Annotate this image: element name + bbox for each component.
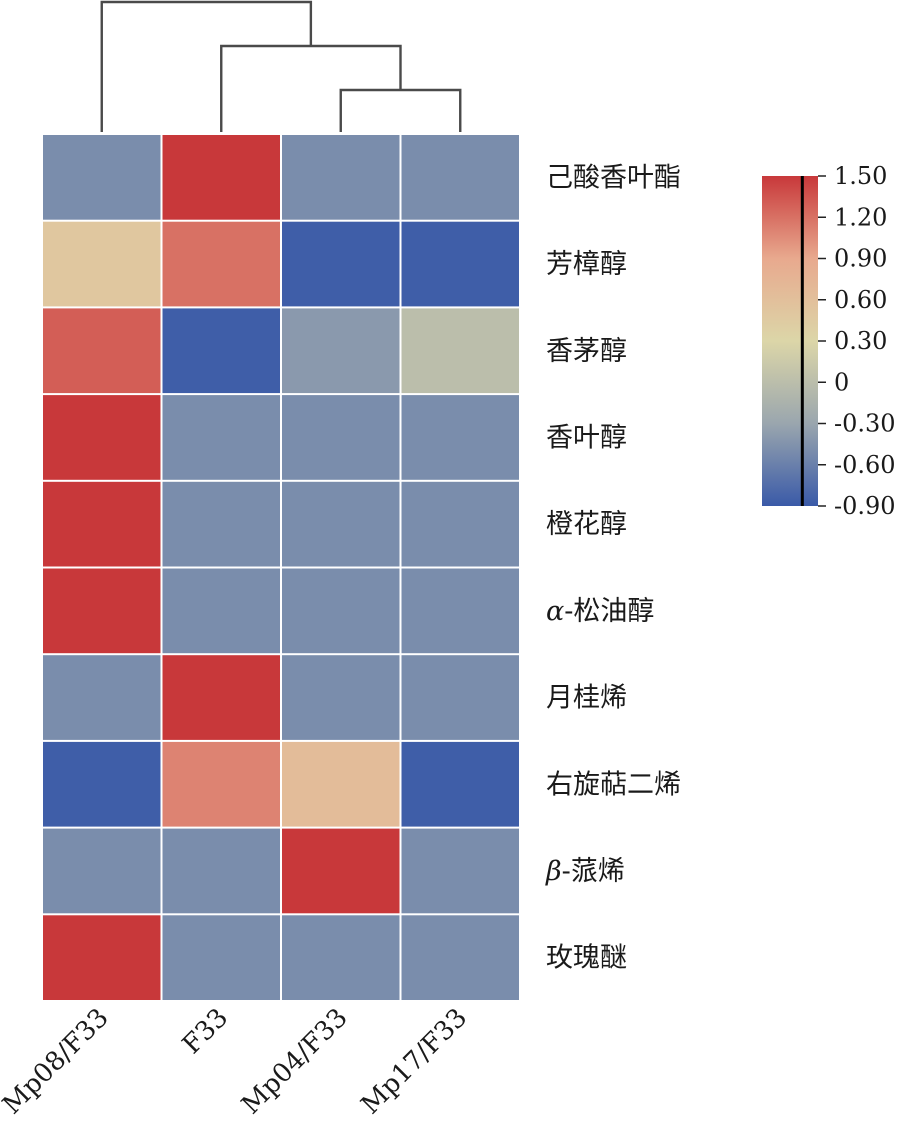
row-label: β-蒎烯 <box>545 856 625 887</box>
colorbar-tick-label: -0.90 <box>834 492 896 520</box>
heatmap-cell <box>162 481 280 567</box>
heatmap-cell <box>282 568 400 654</box>
column-labels: Mp08/F33 F33 Mp04/F33 Mp17/F33 <box>0 1003 473 1121</box>
colorbar-tick-label: 0.60 <box>834 286 887 314</box>
row-label-prefix: α <box>546 596 564 627</box>
heatmap-cell <box>162 308 280 394</box>
heatmap-cell <box>401 481 519 567</box>
heatmap-cell <box>43 655 161 740</box>
heatmap-cell <box>282 221 400 307</box>
heatmap-cell <box>43 828 161 914</box>
row-label: α-松油醇 <box>546 596 654 627</box>
row-label-text: -松油醇 <box>564 596 654 627</box>
heatmap-cell <box>401 741 519 827</box>
heatmap-cell <box>43 221 161 307</box>
heatmap-cell <box>282 915 400 1000</box>
row-label-text: -蒎烯 <box>562 856 625 887</box>
heatmap-cell <box>282 135 400 220</box>
row-label-text: 己酸香叶酯 <box>546 162 681 193</box>
column-label: Mp08/F33 <box>0 1003 115 1121</box>
row-label-text: 橙花醇 <box>546 509 627 540</box>
heatmap-cell <box>401 395 519 480</box>
heatmap-cell <box>43 308 161 394</box>
heatmap-cell <box>282 481 400 567</box>
row-label-text: 香茅醇 <box>546 336 627 367</box>
heatmap-cell <box>162 221 280 307</box>
row-label: 月桂烯 <box>546 683 627 714</box>
heatmap-cell <box>43 741 161 827</box>
heatmap-cell <box>401 308 519 394</box>
heatmap-cell <box>162 655 280 740</box>
heatmap-cell <box>401 568 519 654</box>
colorbar-tick-label: -0.30 <box>834 410 896 438</box>
colorbar-tick-label: 0.90 <box>834 245 887 273</box>
heatmap-cell <box>43 481 161 567</box>
heatmap-cell <box>43 568 161 654</box>
heatmap-cell <box>401 655 519 740</box>
colorbar-tick-label: 0 <box>834 368 849 396</box>
heatmap-cell <box>282 655 400 740</box>
column-label: Mp17/F33 <box>356 1003 474 1121</box>
heatmap-cell <box>162 741 280 827</box>
heatmap-cell <box>162 828 280 914</box>
heatmap-cell <box>162 568 280 654</box>
colorbar: 1.50 1.20 0.90 0.60 0.30 0 -0.30 -0.60 -0.90 <box>762 162 896 520</box>
dendrogram-branch <box>100 0 313 132</box>
heatmap-cell <box>282 308 400 394</box>
colorbar-tick-label: 1.20 <box>834 203 887 231</box>
row-label-text: 芳樟醇 <box>546 249 627 280</box>
heatmap-cell <box>162 915 280 1000</box>
heatmap-cell <box>401 221 519 307</box>
row-label-text: 玫瑰醚 <box>546 943 627 974</box>
heatmap-cell <box>162 395 280 480</box>
row-label: 右旋萜二烯 <box>546 769 681 800</box>
row-label-text: 香叶醇 <box>546 422 627 453</box>
column-label: Mp04/F33 <box>236 1003 354 1121</box>
row-label-text: 右旋萜二烯 <box>546 769 681 800</box>
heatmap-cell <box>282 741 400 827</box>
row-label: 橙花醇 <box>546 509 627 540</box>
row-label: 己酸香叶酯 <box>546 162 681 193</box>
heatmap-cell <box>43 915 161 1000</box>
row-label: 香茅醇 <box>546 336 627 367</box>
heatmap-cell <box>43 395 161 480</box>
colorbar-gradient <box>762 176 818 506</box>
heatmap-cell <box>401 135 519 220</box>
row-label-text: 月桂烯 <box>546 683 627 714</box>
heatmap-grid <box>42 134 520 1001</box>
heatmap-cell <box>282 828 400 914</box>
row-label-prefix: β <box>545 856 562 887</box>
row-label: 芳樟醇 <box>546 249 627 280</box>
heatmap-cell <box>401 828 519 914</box>
heatmap-cell <box>162 135 280 220</box>
heatmap-cell <box>43 135 161 220</box>
row-label: 香叶醇 <box>546 422 627 453</box>
heatmap-cell <box>401 915 519 1000</box>
colorbar-tick-label: -0.60 <box>834 451 896 479</box>
row-label: 玫瑰醚 <box>546 943 627 974</box>
column-label: F33 <box>177 1003 234 1060</box>
dendrogram-branch <box>339 88 462 132</box>
column-dendrogram <box>100 0 462 132</box>
colorbar-tick-label: 0.30 <box>834 327 887 355</box>
colorbar-tick-label: 1.50 <box>834 162 887 190</box>
heatmap-cell <box>282 395 400 480</box>
